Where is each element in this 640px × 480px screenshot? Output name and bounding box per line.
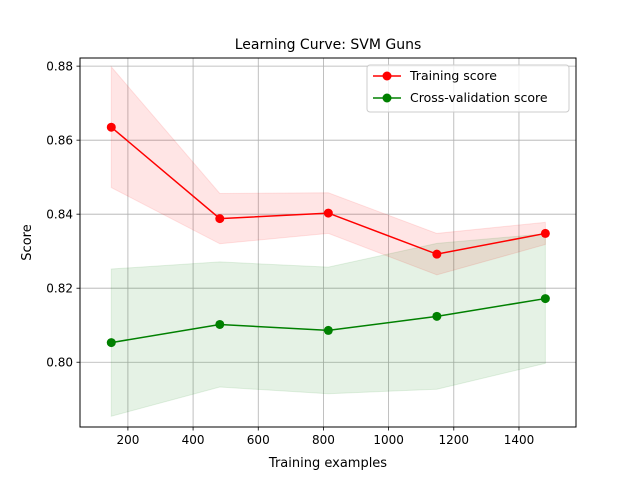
series-lines: [106, 122, 550, 348]
x-tick-label: 600: [247, 433, 270, 447]
legend-label-training: Training score: [409, 68, 497, 83]
chart-legend: Training score Cross-validation score: [366, 64, 570, 113]
data-point-0-4: [540, 228, 550, 238]
data-point-0-2: [323, 208, 333, 218]
y-tick-label: 0.84: [46, 208, 73, 222]
x-tick-label: 1200: [439, 433, 470, 447]
plot-frame: [79, 57, 577, 428]
x-tick-label: 1400: [504, 433, 535, 447]
x-tick-label: 800: [312, 433, 335, 447]
data-point-0-3: [432, 249, 442, 259]
x-axis-label: Training examples: [268, 456, 387, 471]
legend-label-cross-validation: Cross-validation score: [410, 90, 548, 105]
data-point-1-0: [106, 338, 116, 348]
data-point-0-1: [215, 214, 225, 224]
data-point-0-0: [106, 122, 116, 132]
legend-marker-training: [382, 71, 392, 81]
x-axis-ticks: 200 400 600 800 1000 1200 1400: [116, 427, 534, 447]
y-tick-label: 0.82: [46, 282, 73, 296]
data-point-1-4: [540, 294, 550, 304]
legend-box: [366, 64, 570, 113]
y-axis-label: Score: [20, 224, 35, 260]
x-tick-label: 200: [116, 433, 139, 447]
chart-title: Learning Curve: SVM Guns: [235, 37, 422, 53]
x-tick-label: 1000: [373, 433, 404, 447]
y-tick-label: 0.80: [46, 356, 73, 370]
data-point-1-1: [215, 319, 225, 329]
data-point-1-3: [432, 311, 442, 321]
y-axis-ticks: 0.80 0.82 0.84 0.86 0.88: [46, 60, 80, 370]
legend-marker-cross-validation: [382, 93, 392, 103]
data-point-1-2: [323, 325, 333, 335]
series-band-1: [110, 233, 546, 417]
x-tick-label: 400: [182, 433, 205, 447]
y-tick-label: 0.86: [46, 134, 73, 148]
y-tick-label: 0.88: [46, 60, 73, 74]
